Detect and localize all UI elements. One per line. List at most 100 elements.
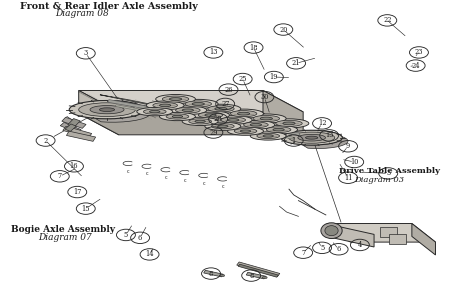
- Ellipse shape: [185, 101, 211, 107]
- Ellipse shape: [162, 96, 189, 102]
- Ellipse shape: [273, 128, 284, 131]
- Ellipse shape: [260, 125, 298, 134]
- Polygon shape: [62, 117, 86, 128]
- Text: 19: 19: [270, 73, 278, 81]
- Ellipse shape: [250, 132, 286, 140]
- Text: 20: 20: [279, 26, 288, 34]
- Text: 6: 6: [138, 234, 142, 242]
- Ellipse shape: [166, 114, 189, 119]
- Text: 12: 12: [318, 119, 326, 127]
- Text: 23: 23: [415, 48, 423, 57]
- Polygon shape: [237, 262, 280, 277]
- Ellipse shape: [159, 104, 171, 107]
- Polygon shape: [79, 113, 303, 135]
- Polygon shape: [65, 124, 76, 131]
- Ellipse shape: [269, 119, 309, 128]
- Ellipse shape: [169, 106, 207, 115]
- Text: 4: 4: [358, 241, 362, 249]
- Ellipse shape: [224, 109, 264, 118]
- Ellipse shape: [175, 107, 200, 113]
- Ellipse shape: [189, 119, 211, 124]
- Ellipse shape: [281, 130, 342, 145]
- Text: c: c: [202, 181, 205, 186]
- Ellipse shape: [228, 119, 239, 121]
- Text: 15: 15: [82, 205, 90, 213]
- Ellipse shape: [253, 115, 280, 122]
- Ellipse shape: [250, 124, 262, 126]
- Ellipse shape: [230, 110, 257, 117]
- Text: c: c: [184, 178, 186, 183]
- Polygon shape: [263, 90, 303, 135]
- Ellipse shape: [146, 101, 184, 110]
- Polygon shape: [66, 131, 96, 141]
- Polygon shape: [327, 224, 436, 242]
- Text: 3: 3: [83, 49, 88, 57]
- Text: 10: 10: [350, 158, 358, 166]
- Polygon shape: [246, 272, 265, 279]
- Ellipse shape: [263, 276, 267, 279]
- Text: 29: 29: [209, 128, 218, 137]
- Ellipse shape: [90, 106, 124, 114]
- Text: 14: 14: [145, 250, 154, 258]
- Text: Diagram 03: Diagram 03: [354, 176, 404, 184]
- Ellipse shape: [221, 117, 246, 123]
- Polygon shape: [204, 270, 223, 277]
- Ellipse shape: [257, 133, 280, 139]
- Ellipse shape: [198, 112, 223, 118]
- Ellipse shape: [228, 127, 264, 135]
- Polygon shape: [79, 90, 303, 112]
- Text: 27: 27: [221, 100, 229, 108]
- Text: 18: 18: [249, 44, 258, 52]
- Text: 16: 16: [70, 162, 78, 170]
- Text: 25: 25: [238, 75, 247, 83]
- Ellipse shape: [144, 109, 166, 114]
- Text: Bogie Axle Assembly: Bogie Axle Assembly: [11, 225, 115, 234]
- Text: 7: 7: [58, 172, 62, 180]
- Ellipse shape: [218, 125, 228, 127]
- Text: 8: 8: [209, 270, 213, 278]
- Text: 17: 17: [73, 188, 82, 196]
- Text: 7: 7: [301, 249, 305, 257]
- Ellipse shape: [306, 136, 318, 139]
- Ellipse shape: [240, 130, 251, 132]
- Text: 2: 2: [44, 137, 48, 144]
- Ellipse shape: [214, 116, 252, 124]
- Text: 24: 24: [411, 61, 420, 70]
- Polygon shape: [60, 122, 81, 133]
- Ellipse shape: [208, 106, 234, 112]
- Ellipse shape: [321, 223, 342, 239]
- Text: 13: 13: [325, 131, 333, 139]
- Ellipse shape: [234, 128, 257, 134]
- Text: 22: 22: [383, 17, 392, 24]
- Ellipse shape: [191, 111, 229, 119]
- Polygon shape: [79, 90, 119, 135]
- Polygon shape: [68, 119, 80, 127]
- Text: c: c: [165, 175, 167, 180]
- Ellipse shape: [172, 115, 182, 118]
- Text: 13: 13: [209, 48, 218, 57]
- Bar: [380, 227, 397, 237]
- Ellipse shape: [283, 122, 295, 125]
- Ellipse shape: [153, 103, 177, 108]
- Text: 26: 26: [224, 86, 233, 94]
- Polygon shape: [100, 95, 302, 135]
- Bar: [389, 234, 406, 244]
- Ellipse shape: [178, 99, 218, 108]
- Ellipse shape: [195, 120, 205, 123]
- Ellipse shape: [237, 112, 250, 115]
- Ellipse shape: [237, 120, 275, 129]
- Text: 28: 28: [214, 115, 222, 123]
- Text: Diagram 08: Diagram 08: [55, 9, 109, 18]
- Text: c: c: [221, 184, 224, 189]
- Ellipse shape: [263, 135, 273, 137]
- Ellipse shape: [205, 114, 216, 116]
- Ellipse shape: [276, 120, 302, 126]
- Ellipse shape: [260, 117, 273, 120]
- Text: c: c: [146, 171, 148, 176]
- Text: Diagram 07: Diagram 07: [38, 233, 92, 242]
- Polygon shape: [331, 225, 374, 247]
- Ellipse shape: [215, 107, 227, 110]
- Ellipse shape: [192, 102, 204, 105]
- Text: c: c: [127, 168, 129, 174]
- Polygon shape: [238, 264, 278, 277]
